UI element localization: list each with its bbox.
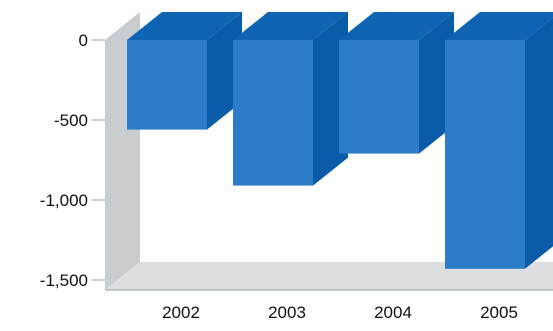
bar-front — [233, 40, 313, 186]
y-tick-label: 0 — [79, 31, 88, 50]
bar — [445, 12, 553, 269]
bar-front — [339, 40, 419, 154]
x-axis-tick-labels: 2002 2003 2004 2005 — [162, 303, 518, 322]
bar-front — [445, 40, 525, 269]
y-tick-label: -1,000 — [40, 191, 88, 210]
bar-top — [233, 12, 348, 40]
x-tick-label: 2005 — [480, 303, 518, 322]
x-tick-label: 2004 — [374, 303, 412, 322]
bars — [127, 12, 553, 269]
x-tick-label: 2003 — [268, 303, 306, 322]
floor — [105, 262, 553, 290]
y-tick-label: -1,500 — [40, 271, 88, 290]
x-tick-label: 2002 — [162, 303, 200, 322]
y-axis-tick-labels: 0 -500 -1,000 -1,500 — [40, 31, 105, 290]
bar — [339, 12, 454, 154]
bar-top — [127, 12, 242, 40]
bar — [127, 12, 242, 130]
bar — [233, 12, 348, 186]
bar-side — [525, 17, 553, 269]
bar-top — [339, 12, 454, 40]
bar-top — [445, 12, 553, 40]
bar-front — [127, 40, 207, 130]
y-tick-label: -500 — [54, 111, 88, 130]
